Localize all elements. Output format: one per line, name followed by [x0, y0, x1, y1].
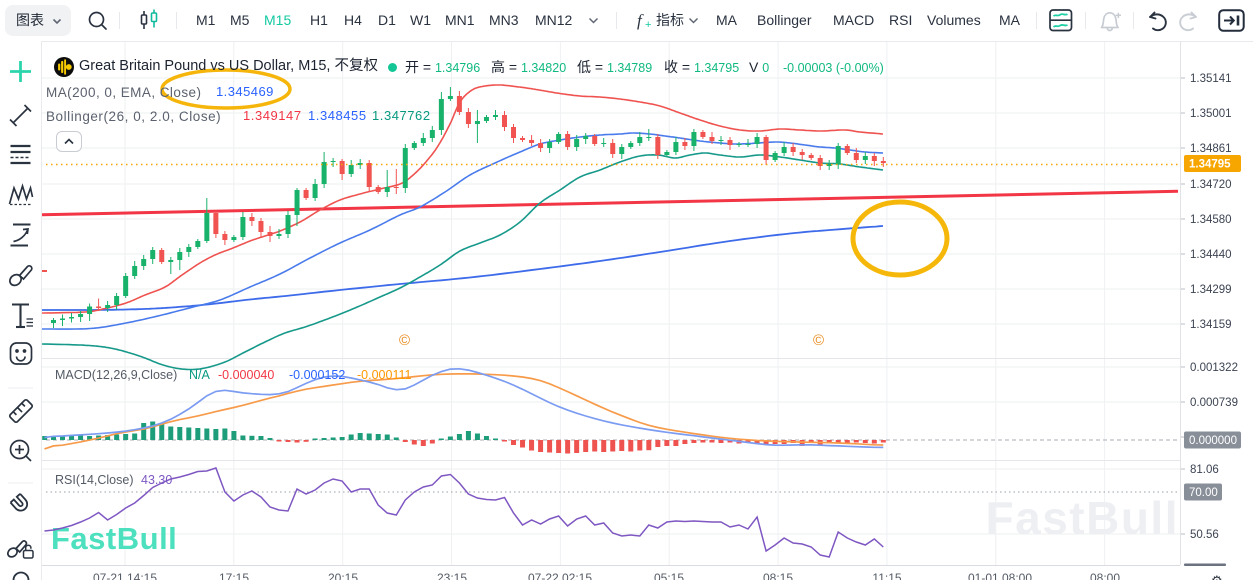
svg-text:FastBull: FastBull: [986, 492, 1179, 544]
svg-text:07-22 02:15: 07-22 02:15: [528, 571, 592, 580]
svg-text:1.35001: 1.35001: [1190, 108, 1232, 120]
svg-text:1.34795: 1.34795: [1189, 159, 1231, 171]
svg-text:1.34720: 1.34720: [1190, 179, 1232, 191]
svg-text:FastBull: FastBull: [51, 521, 177, 556]
svg-text:1.34580: 1.34580: [1190, 214, 1232, 226]
svg-text:50.56: 50.56: [1190, 529, 1219, 541]
svg-text:1.34440: 1.34440: [1190, 249, 1232, 261]
svg-text:1.34299: 1.34299: [1190, 284, 1232, 296]
svg-text:11:15: 11:15: [872, 571, 901, 580]
svg-text:81.06: 81.06: [1190, 464, 1219, 476]
svg-text:0.000739: 0.000739: [1190, 397, 1238, 409]
svg-text:1.35141: 1.35141: [1190, 73, 1232, 85]
svg-text:©: ©: [813, 332, 824, 349]
svg-text:70.00: 70.00: [1189, 487, 1218, 499]
svg-text:05:15: 05:15: [654, 571, 684, 580]
svg-text:17:15: 17:15: [219, 571, 249, 580]
svg-text:01-01 08:00: 01-01 08:00: [968, 571, 1032, 580]
svg-text:©: ©: [399, 332, 410, 349]
svg-text:20:15: 20:15: [328, 571, 358, 580]
svg-text:0.000000: 0.000000: [1189, 435, 1237, 447]
svg-text:1.34861: 1.34861: [1190, 143, 1232, 155]
svg-text:0.001322: 0.001322: [1190, 362, 1238, 374]
svg-text:08:15: 08:15: [763, 571, 793, 580]
svg-text:23:15: 23:15: [437, 571, 467, 580]
svg-text:⚙: ⚙: [1211, 573, 1223, 580]
svg-text:1.34159: 1.34159: [1190, 319, 1232, 331]
svg-text:08:00: 08:00: [1090, 571, 1120, 580]
svg-text:07-21 14:15: 07-21 14:15: [93, 571, 157, 580]
